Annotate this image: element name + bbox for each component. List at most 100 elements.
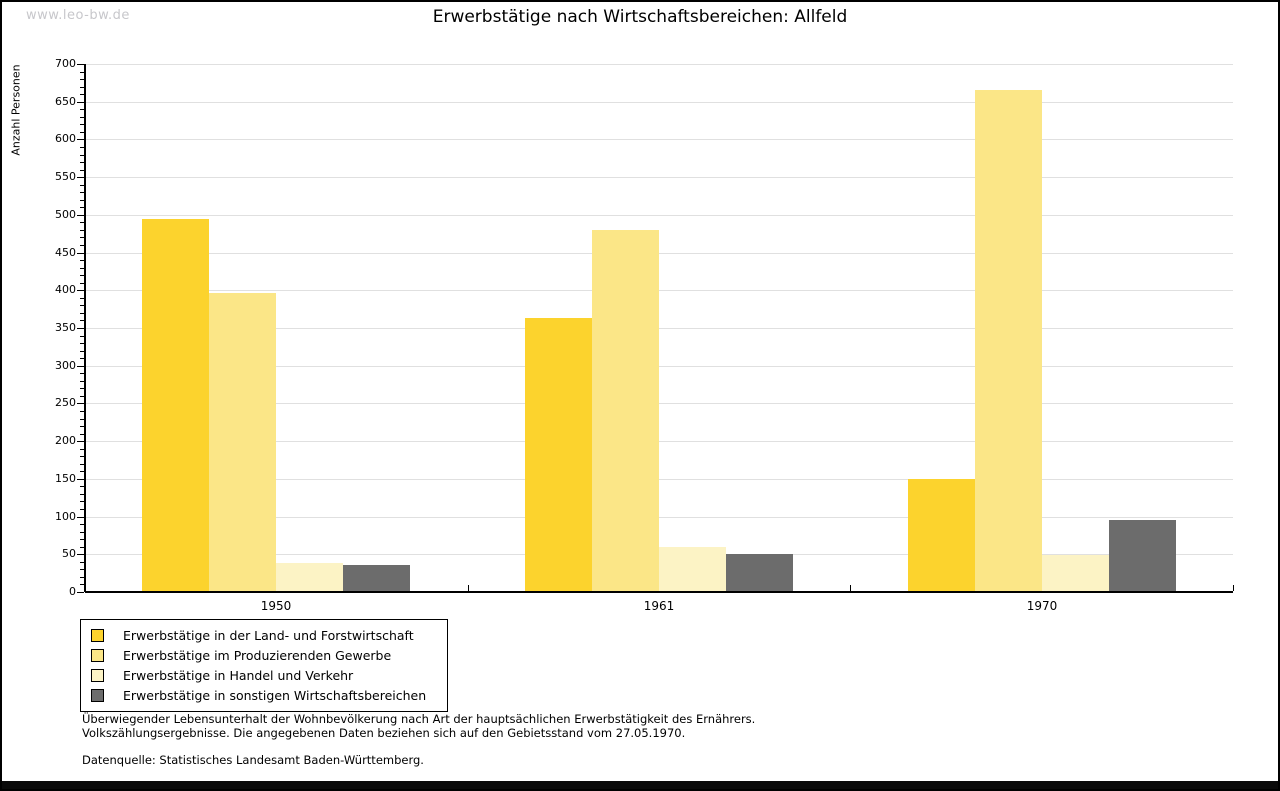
y-minor-tick — [80, 72, 84, 73]
legend-item-1: Erwerbstätige in der Land- und Forstwirt… — [89, 625, 439, 645]
y-tick-label: 350 — [55, 321, 76, 334]
y-major-tick — [77, 64, 84, 65]
x-category-label: 1961 — [643, 599, 675, 613]
y-minor-tick — [80, 283, 84, 284]
y-major-tick — [77, 366, 84, 367]
y-minor-tick — [80, 185, 84, 186]
y-minor-tick — [80, 79, 84, 80]
y-minor-tick — [80, 117, 84, 118]
legend-swatch-1 — [91, 628, 104, 642]
gridline — [86, 177, 1233, 178]
y-minor-tick — [80, 501, 84, 502]
y-minor-tick — [80, 109, 84, 110]
y-minor-tick — [80, 419, 84, 420]
y-tick-label: 0 — [69, 585, 76, 598]
y-tick-label: 200 — [55, 434, 76, 447]
bar-1950-series-2 — [209, 293, 276, 591]
gridline — [86, 366, 1233, 367]
y-major-tick — [77, 517, 84, 518]
y-minor-tick — [80, 260, 84, 261]
y-major-tick — [77, 592, 84, 593]
gridline — [86, 139, 1233, 140]
gridline — [86, 517, 1233, 518]
y-major-tick — [77, 441, 84, 442]
y-minor-tick — [80, 486, 84, 487]
y-major-tick — [77, 215, 84, 216]
x-boundary-tick — [1233, 585, 1234, 591]
y-minor-tick — [80, 94, 84, 95]
y-minor-tick — [80, 268, 84, 269]
y-major-tick — [77, 102, 84, 103]
y-major-tick — [77, 403, 84, 404]
x-category-label: 1950 — [260, 599, 292, 613]
y-tick-label: 700 — [55, 57, 76, 70]
y-major-tick — [77, 554, 84, 555]
legend-swatch-2 — [91, 648, 104, 662]
y-minor-tick — [80, 192, 84, 193]
y-minor-tick — [80, 320, 84, 321]
legend-label-1: Erwerbstätige in der Land- und Forstwirt… — [123, 627, 414, 643]
y-minor-tick — [80, 351, 84, 352]
y-major-tick — [77, 328, 84, 329]
y-minor-tick — [80, 396, 84, 397]
bar-1950-series-1 — [142, 219, 209, 591]
y-minor-tick — [80, 124, 84, 125]
y-tick-label: 450 — [55, 246, 76, 259]
y-minor-tick — [80, 373, 84, 374]
y-minor-tick — [80, 524, 84, 525]
y-minor-tick — [80, 569, 84, 570]
y-major-tick — [77, 290, 84, 291]
y-tick-label: 100 — [55, 510, 76, 523]
y-minor-tick — [80, 456, 84, 457]
bar-1961-series-4 — [726, 554, 793, 591]
y-axis-line — [84, 64, 86, 592]
y-minor-tick — [80, 170, 84, 171]
y-minor-tick — [80, 155, 84, 156]
y-minor-tick — [80, 562, 84, 563]
y-minor-tick — [80, 381, 84, 382]
y-minor-tick — [80, 237, 84, 238]
data-source-note: Datenquelle: Statistisches Landesamt Bad… — [82, 753, 424, 767]
chart-title: Erwerbstätige nach Wirtschaftsbereichen:… — [432, 7, 848, 27]
y-minor-tick — [80, 222, 84, 223]
legend-label-3: Erwerbstätige in Handel und Verkehr — [123, 667, 354, 683]
y-major-tick — [77, 139, 84, 140]
footnote-line-1: Überwiegender Lebensunterhalt der Wohnbe… — [82, 712, 756, 726]
y-major-tick — [77, 479, 84, 480]
gridline — [86, 102, 1233, 103]
y-minor-tick — [80, 577, 84, 578]
y-tick-label: 150 — [55, 472, 76, 485]
bar-1970-series-1 — [908, 479, 975, 591]
y-minor-tick — [80, 275, 84, 276]
y-minor-tick — [80, 245, 84, 246]
legend-item-2: Erwerbstätige im Produzierenden Gewerbe — [89, 645, 439, 665]
x-category-label: 1970 — [1026, 599, 1058, 613]
gridline — [86, 290, 1233, 291]
y-minor-tick — [80, 305, 84, 306]
bar-1970-series-4 — [1109, 520, 1176, 591]
bar-1961-series-2 — [592, 230, 659, 591]
y-minor-tick — [80, 539, 84, 540]
y-minor-tick — [80, 449, 84, 450]
y-major-tick — [77, 177, 84, 178]
y-minor-tick — [80, 532, 84, 533]
y-minor-tick — [80, 230, 84, 231]
y-tick-label: 500 — [55, 208, 76, 221]
gridline — [86, 64, 1233, 65]
bar-1950-series-3 — [276, 563, 343, 591]
y-tick-label: 600 — [55, 132, 76, 145]
y-minor-tick — [80, 200, 84, 201]
gridline — [86, 253, 1233, 254]
y-minor-tick — [80, 336, 84, 337]
y-minor-tick — [80, 358, 84, 359]
bar-1970-series-2 — [975, 90, 1042, 591]
x-boundary-tick — [468, 585, 469, 591]
legend-swatch-4 — [91, 688, 104, 702]
x-axis-line — [85, 591, 1233, 593]
y-minor-tick — [80, 388, 84, 389]
y-minor-tick — [80, 434, 84, 435]
bottom-border-strip — [2, 781, 1278, 789]
bar-1950-series-4 — [343, 565, 410, 591]
